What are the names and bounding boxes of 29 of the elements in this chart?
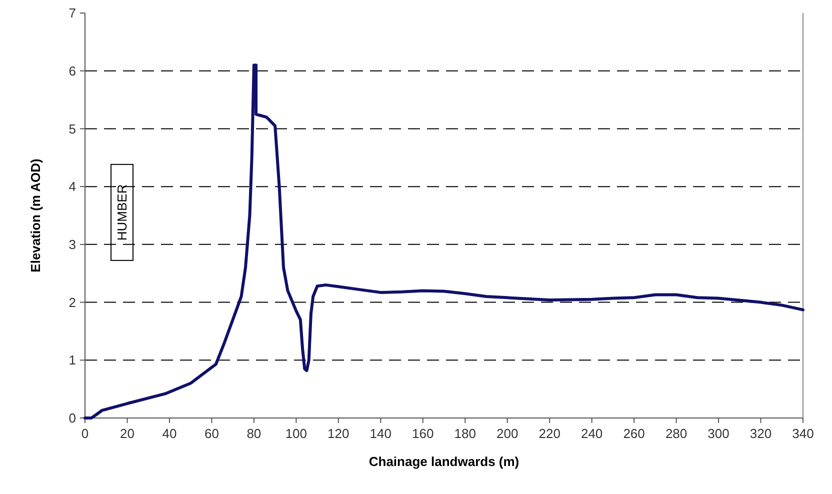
x-tick-label: 180 xyxy=(454,426,476,441)
y-tick-label: 4 xyxy=(68,179,76,194)
y-tick-label: 6 xyxy=(68,63,76,78)
y-tick-label: 7 xyxy=(68,6,76,21)
x-tick-label: 80 xyxy=(246,426,262,441)
x-tick-label: 20 xyxy=(120,426,134,441)
y-axis-title: Elevation (m AOD) xyxy=(28,158,43,272)
x-tick-label: 160 xyxy=(412,426,434,441)
x-tick-label: 300 xyxy=(708,426,730,441)
y-tick-label: 3 xyxy=(68,236,76,252)
y-tick-label: 0 xyxy=(68,410,76,426)
x-tick-label: 320 xyxy=(750,426,772,441)
x-tick-label: 280 xyxy=(665,426,688,441)
x-tick-label: 340 xyxy=(792,426,814,441)
x-tick-label: 100 xyxy=(285,426,308,441)
x-tick-label: 220 xyxy=(538,426,560,441)
y-tick-label: 2 xyxy=(68,294,76,310)
x-tick-label: 240 xyxy=(580,426,603,441)
x-tick-label: 260 xyxy=(623,426,645,441)
x-axis-title: Chainage landwards (m) xyxy=(368,454,520,469)
x-tick-label: 0 xyxy=(81,426,89,441)
y-tick-label: 5 xyxy=(68,121,76,136)
x-tick-label: 200 xyxy=(496,426,518,441)
x-tick-label: 140 xyxy=(370,426,392,441)
x-tick-label: 60 xyxy=(204,426,219,441)
x-tick-label: 40 xyxy=(162,426,177,441)
annotation: HUMBER xyxy=(114,184,130,241)
x-tick-label: 120 xyxy=(328,426,350,441)
y-tick-label: 1 xyxy=(68,352,76,368)
